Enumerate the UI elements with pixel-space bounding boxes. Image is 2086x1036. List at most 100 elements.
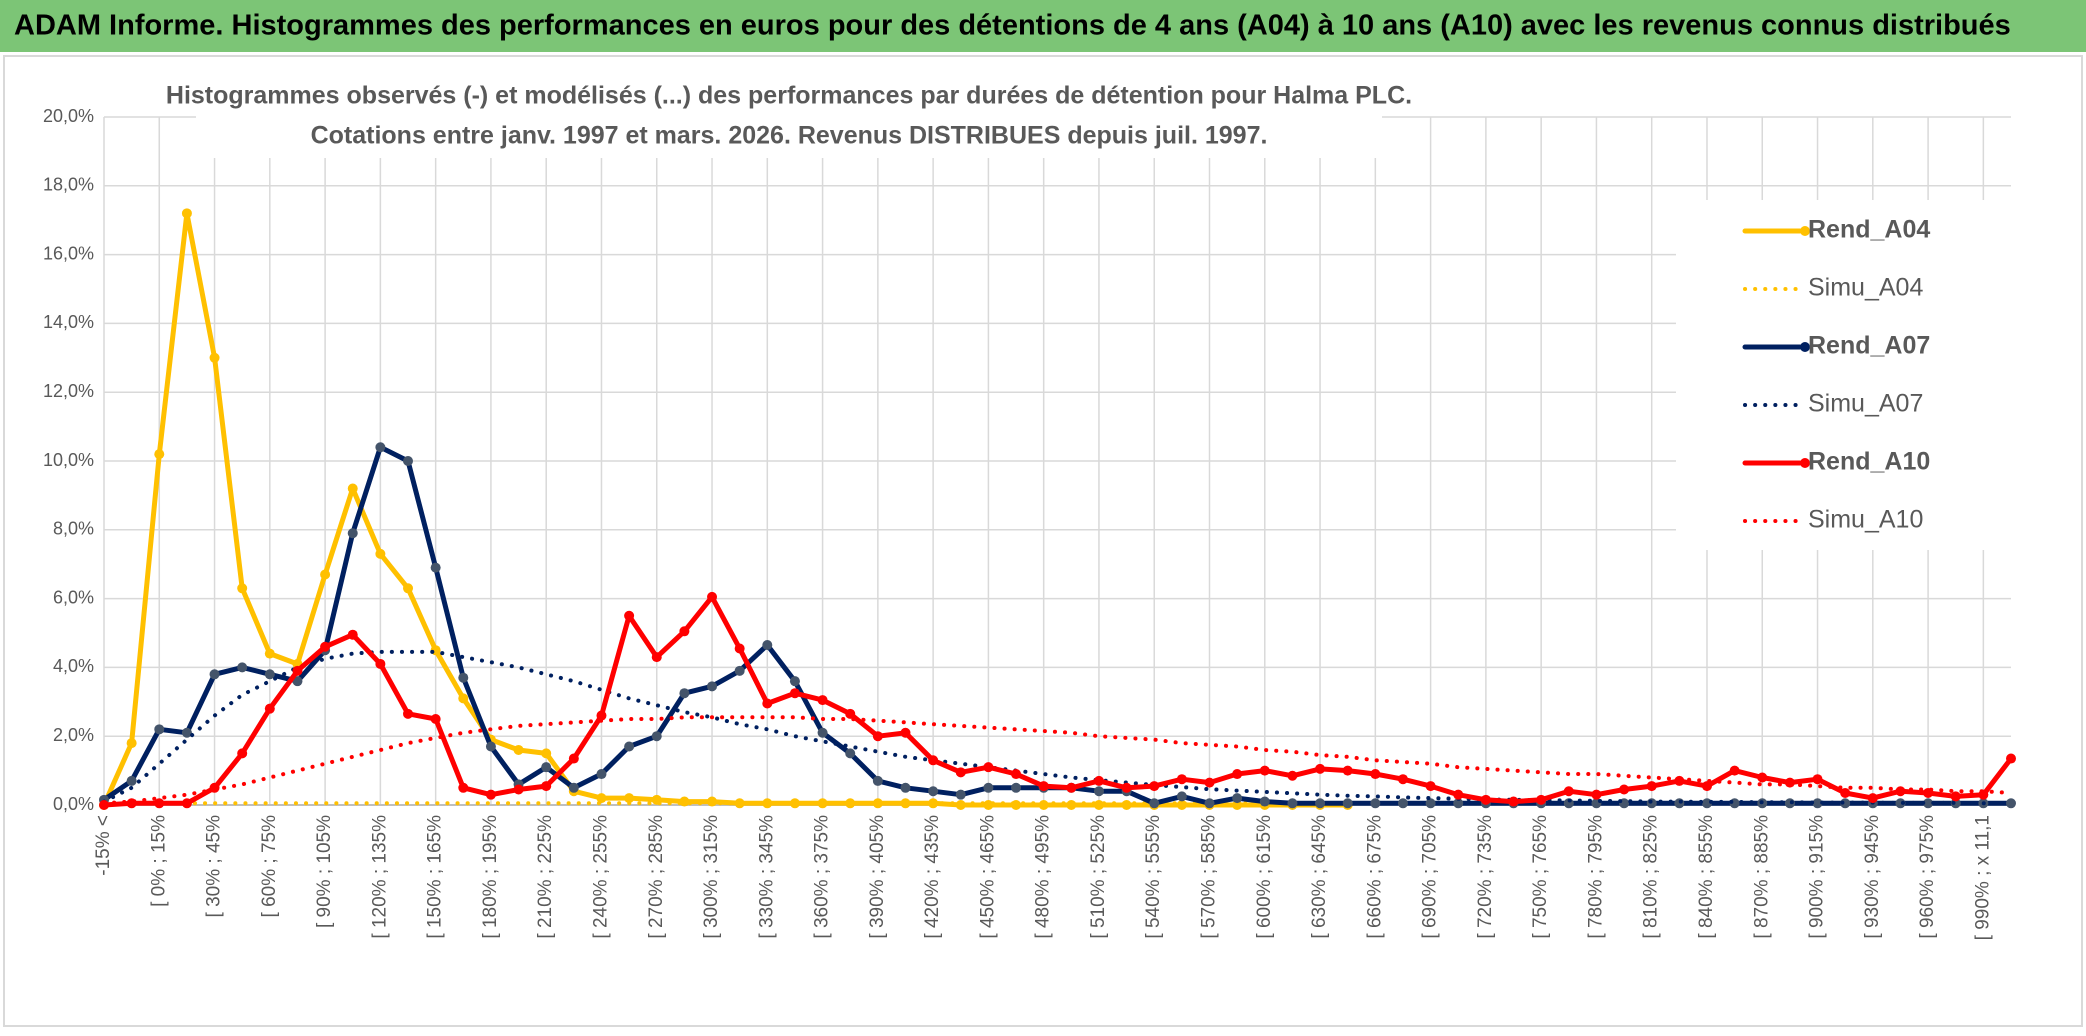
series-marker xyxy=(458,782,469,793)
y-tick-label: 12,0% xyxy=(43,381,94,401)
x-tick-label: [ 90% ; 105% xyxy=(314,815,335,928)
series-marker xyxy=(403,583,414,594)
series-marker xyxy=(1149,798,1160,809)
series-marker xyxy=(817,727,828,738)
series-marker xyxy=(651,731,662,742)
y-tick-label: 8,0% xyxy=(53,519,94,539)
series-marker xyxy=(624,610,635,621)
series-marker xyxy=(1093,775,1104,786)
series-marker xyxy=(264,669,275,680)
series-marker xyxy=(1038,781,1049,792)
x-tick-label: [ 240% ; 255% xyxy=(590,815,611,939)
series-marker xyxy=(1066,800,1077,810)
series-line xyxy=(101,594,2014,808)
series-marker xyxy=(1204,777,1215,788)
x-tick-label: [ 210% ; 225% xyxy=(535,815,556,939)
series-marker xyxy=(707,681,718,692)
series-marker xyxy=(707,796,718,807)
series-marker xyxy=(928,786,939,797)
series-marker xyxy=(983,782,994,793)
series-marker xyxy=(1453,789,1464,800)
series-marker xyxy=(1453,798,1464,809)
series-marker xyxy=(1093,786,1104,797)
series-marker xyxy=(900,782,911,793)
legend-marker xyxy=(1800,342,1810,352)
series-marker xyxy=(181,798,192,809)
series-marker xyxy=(375,658,386,669)
chart-title: Histogrammes observés (-) et modélisés (… xyxy=(166,82,1412,110)
series-marker xyxy=(513,744,524,755)
series-marker xyxy=(679,688,690,699)
legend-box xyxy=(1676,200,2016,550)
series-marker xyxy=(1066,782,1077,793)
x-tick-label: [ 750% ; 765% xyxy=(1530,815,1551,939)
series-marker xyxy=(568,753,579,764)
legend-label: Simu_A04 xyxy=(1808,274,1923,302)
series-marker xyxy=(1425,781,1436,792)
series-marker xyxy=(568,782,579,793)
legend-label: Simu_A07 xyxy=(1808,390,1923,418)
series-marker xyxy=(845,708,856,719)
x-tick-label: [ 150% ; 165% xyxy=(425,815,446,939)
x-tick-label: [ 960% ; 975% xyxy=(1917,815,1938,939)
series-marker xyxy=(458,672,469,683)
series-marker xyxy=(237,748,248,759)
x-tick-label: [ 300% ; 315% xyxy=(701,815,722,939)
series-marker xyxy=(264,648,275,659)
header-bar xyxy=(0,0,2086,52)
series-marker xyxy=(1011,769,1022,780)
series-marker xyxy=(403,708,414,719)
series-marker xyxy=(2006,798,2016,809)
series-marker xyxy=(1259,765,1270,776)
series-marker xyxy=(485,741,496,752)
series-marker xyxy=(596,710,607,721)
series-marker xyxy=(679,796,690,807)
series-marker xyxy=(347,483,358,494)
series-marker xyxy=(1342,798,1353,809)
title-box xyxy=(196,76,1382,158)
y-tick-label: 20,0% xyxy=(43,106,94,126)
x-tick-label: [ 540% ; 555% xyxy=(1143,815,1164,939)
series-marker xyxy=(1397,774,1408,785)
series-marker xyxy=(1342,765,1353,776)
series-marker xyxy=(900,798,911,809)
series-marker xyxy=(872,798,883,809)
series-marker xyxy=(126,738,137,749)
series-marker xyxy=(154,449,165,460)
series-marker xyxy=(320,569,331,580)
series-marker xyxy=(375,442,386,453)
series-marker xyxy=(1757,772,1768,783)
x-tick-label: [ 450% ; 465% xyxy=(977,815,998,939)
x-tick-label: [ 570% ; 585% xyxy=(1199,815,1220,939)
y-tick-label: 16,0% xyxy=(43,243,94,263)
series-marker xyxy=(1425,798,1436,809)
series-marker xyxy=(1950,791,1961,802)
series-marker xyxy=(872,731,883,742)
y-tick-label: 6,0% xyxy=(53,587,94,607)
series-marker xyxy=(541,781,552,792)
series-marker xyxy=(209,669,220,680)
x-tick-label: [ 660% ; 675% xyxy=(1364,815,1385,939)
series-marker xyxy=(181,727,192,738)
series-marker xyxy=(1176,791,1187,802)
series-marker xyxy=(955,800,966,810)
series-marker xyxy=(1840,787,1851,798)
series-marker xyxy=(1895,798,1906,809)
series-marker xyxy=(264,703,275,714)
series-marker xyxy=(1176,774,1187,785)
series-line xyxy=(102,649,2013,806)
x-tick-label: [ 930% ; 945% xyxy=(1862,815,1883,939)
series-marker xyxy=(762,798,773,809)
series-marker xyxy=(1149,781,1160,792)
series-marker xyxy=(1923,798,1934,809)
series-marker xyxy=(1674,798,1685,809)
series-marker xyxy=(1646,798,1657,809)
series-marker xyxy=(1619,784,1630,795)
x-tick-label: [ 120% ; 135% xyxy=(369,815,390,939)
series-marker xyxy=(347,528,358,539)
series-marker xyxy=(1950,798,1961,809)
series-marker xyxy=(1204,798,1215,809)
series-marker xyxy=(1646,781,1657,792)
series-marker xyxy=(1287,770,1298,781)
